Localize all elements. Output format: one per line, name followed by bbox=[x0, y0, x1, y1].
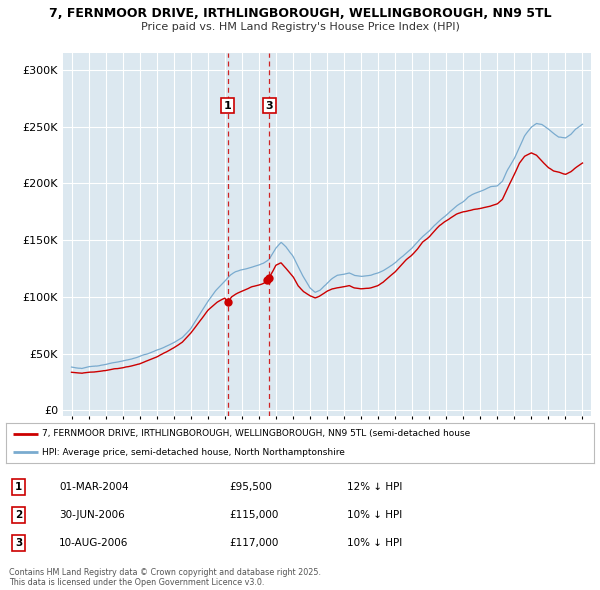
Text: 10-AUG-2006: 10-AUG-2006 bbox=[59, 538, 128, 548]
Text: 7, FERNMOOR DRIVE, IRTHLINGBOROUGH, WELLINGBOROUGH, NN9 5TL: 7, FERNMOOR DRIVE, IRTHLINGBOROUGH, WELL… bbox=[49, 7, 551, 20]
Text: £95,500: £95,500 bbox=[229, 482, 272, 492]
Text: £115,000: £115,000 bbox=[229, 510, 279, 520]
Text: 3: 3 bbox=[16, 538, 23, 548]
Text: 1: 1 bbox=[224, 101, 232, 111]
Text: 3: 3 bbox=[265, 101, 273, 111]
Text: Contains HM Land Registry data © Crown copyright and database right 2025.
This d: Contains HM Land Registry data © Crown c… bbox=[9, 568, 321, 587]
Text: 10% ↓ HPI: 10% ↓ HPI bbox=[347, 538, 402, 548]
Text: HPI: Average price, semi-detached house, North Northamptonshire: HPI: Average price, semi-detached house,… bbox=[43, 448, 346, 457]
Text: 1: 1 bbox=[16, 482, 23, 492]
Text: £117,000: £117,000 bbox=[229, 538, 279, 548]
Text: 7, FERNMOOR DRIVE, IRTHLINGBOROUGH, WELLINGBOROUGH, NN9 5TL (semi-detached house: 7, FERNMOOR DRIVE, IRTHLINGBOROUGH, WELL… bbox=[43, 430, 471, 438]
Text: Price paid vs. HM Land Registry's House Price Index (HPI): Price paid vs. HM Land Registry's House … bbox=[140, 22, 460, 32]
Text: 30-JUN-2006: 30-JUN-2006 bbox=[59, 510, 125, 520]
Text: 01-MAR-2004: 01-MAR-2004 bbox=[59, 482, 128, 492]
Text: 12% ↓ HPI: 12% ↓ HPI bbox=[347, 482, 403, 492]
Text: 2: 2 bbox=[16, 510, 23, 520]
Text: 10% ↓ HPI: 10% ↓ HPI bbox=[347, 510, 402, 520]
